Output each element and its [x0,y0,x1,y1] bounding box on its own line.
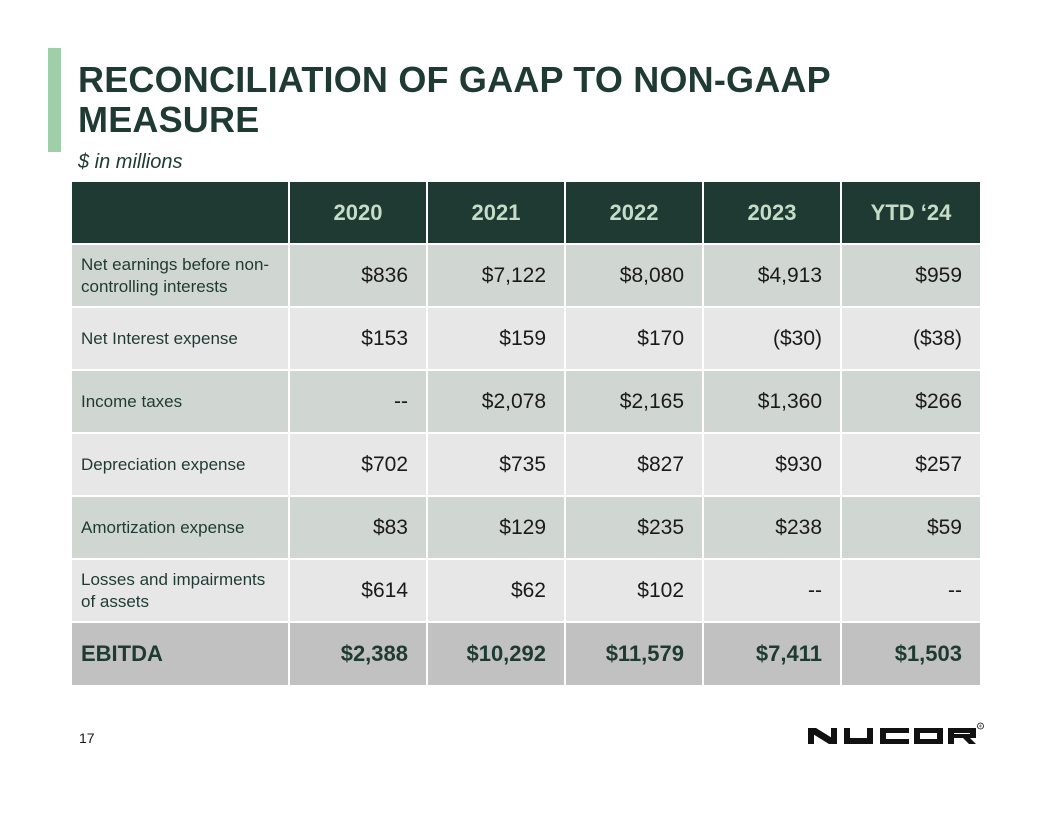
column-header-2023: 2023 [702,180,842,245]
table-row: Income taxes -- $2,078 $2,165 $1,360 $26… [70,369,982,434]
total-cell: $1,503 [840,621,982,687]
table-cell: $83 [288,495,428,560]
table-cell: $257 [840,432,982,497]
row-label: Depreciation expense [70,432,290,497]
total-cell: $7,411 [702,621,842,687]
page-number: 17 [79,730,95,746]
row-label: Net earnings before non-controlling inte… [70,243,290,308]
table-row: Net earnings before non-controlling inte… [70,243,982,308]
table-cell: $170 [564,306,704,371]
table-cell: $614 [288,558,428,623]
table-cell: $59 [840,495,982,560]
table-cell: $102 [564,558,704,623]
table-row: Amortization expense $83 $129 $235 $238 … [70,495,982,560]
table-cell: $238 [702,495,842,560]
table-cell: $930 [702,432,842,497]
units-subtitle: $ in millions [78,151,183,173]
row-label: Net Interest expense [70,306,290,371]
table-cell: $959 [840,243,982,308]
table-cell: $7,122 [426,243,566,308]
ebitda-total-row: EBITDA $2,388 $10,292 $11,579 $7,411 $1,… [70,621,982,687]
table-cell: $1,360 [702,369,842,434]
total-row-label: EBITDA [70,621,290,687]
table-cell: $702 [288,432,428,497]
table-cell: $2,165 [564,369,704,434]
table-cell: $827 [564,432,704,497]
table-cell: -- [288,369,428,434]
table-cell: $129 [426,495,566,560]
table-cell: $735 [426,432,566,497]
nucor-logo-mark: ® [808,722,984,744]
nucor-logo: ® [806,722,984,757]
column-header-label [70,180,290,245]
reconciliation-table: 2020 2021 2022 2023 YTD ‘24 Net earnings… [70,180,982,687]
table-row: Depreciation expense $702 $735 $827 $930… [70,432,982,497]
column-header-2020: 2020 [288,180,428,245]
table-cell: $2,078 [426,369,566,434]
page-title: RECONCILIATION OF GAAP TO NON-GAAP MEASU… [78,59,831,140]
column-header-2022: 2022 [564,180,704,245]
table-cell: $836 [288,243,428,308]
table-row: Net Interest expense $153 $159 $170 ($30… [70,306,982,371]
table-header-row: 2020 2021 2022 2023 YTD ‘24 [70,180,982,245]
table-cell: $159 [426,306,566,371]
total-cell: $11,579 [564,621,704,687]
column-header-2021: 2021 [426,180,566,245]
table-cell: $62 [426,558,566,623]
row-label: Losses and impairments of assets [70,558,290,623]
table-cell: $266 [840,369,982,434]
table-row: Losses and impairments of assets $614 $6… [70,558,982,623]
row-label: Amortization expense [70,495,290,560]
table-cell: -- [840,558,982,623]
row-label: Income taxes [70,369,290,434]
table-cell: ($30) [702,306,842,371]
total-cell: $10,292 [426,621,566,687]
registered-mark: ® [979,723,982,728]
table-cell: -- [702,558,842,623]
title-accent-bar [48,48,61,152]
total-cell: $2,388 [288,621,428,687]
table-cell: $153 [288,306,428,371]
table-cell: ($38) [840,306,982,371]
table-cell: $235 [564,495,704,560]
column-header-ytd-24: YTD ‘24 [840,180,982,245]
table-cell: $4,913 [702,243,842,308]
table-cell: $8,080 [564,243,704,308]
